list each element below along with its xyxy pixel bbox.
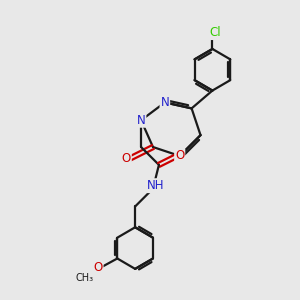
Text: Cl: Cl — [210, 26, 221, 39]
Text: O: O — [122, 152, 131, 165]
Text: N: N — [137, 114, 146, 127]
Text: O: O — [175, 149, 184, 162]
Text: O: O — [93, 261, 103, 274]
Text: CH₃: CH₃ — [76, 273, 94, 283]
Text: N: N — [160, 96, 169, 109]
Text: NH: NH — [147, 179, 165, 192]
